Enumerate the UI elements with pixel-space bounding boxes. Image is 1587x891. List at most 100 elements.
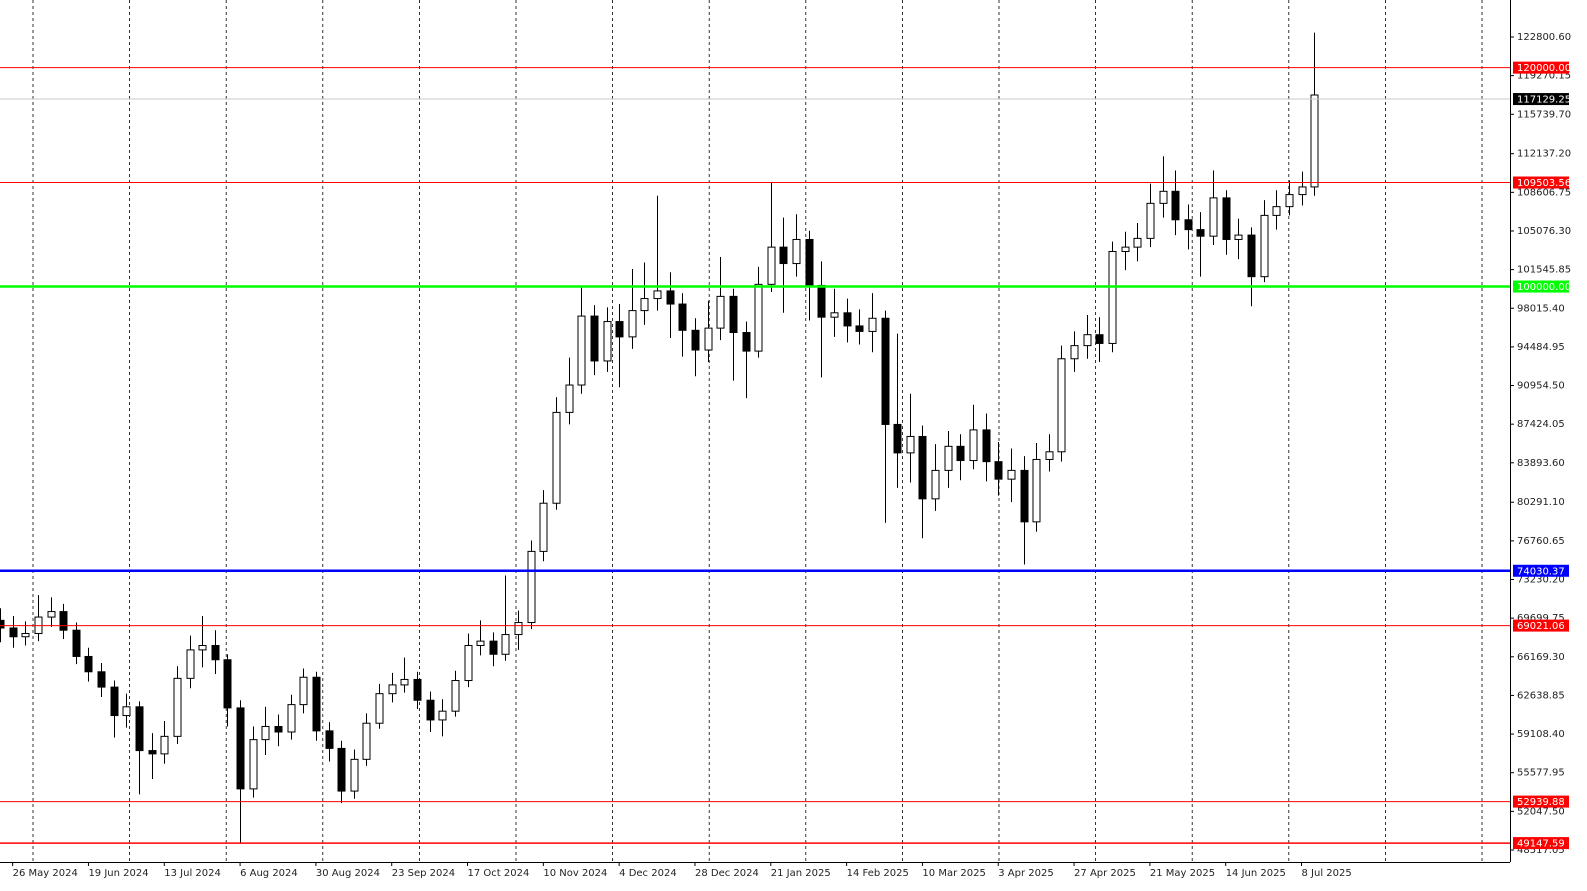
level-label: 69021.06 xyxy=(1517,621,1565,632)
candle-body xyxy=(855,325,864,332)
y-tick-label: 52047.50 xyxy=(1517,806,1565,817)
x-tick-label: 8 Jul 2025 xyxy=(1302,868,1352,879)
level-label-box xyxy=(1513,837,1569,850)
candle-body xyxy=(84,655,93,673)
level-label-box xyxy=(1513,795,1569,808)
x-tick-label: 14 Jun 2025 xyxy=(1226,868,1286,879)
level-label: 49147.59 xyxy=(1517,839,1565,850)
candle-body xyxy=(375,693,384,724)
candle-body xyxy=(9,627,18,638)
candle-body xyxy=(603,321,612,362)
x-tick-label: 10 Mar 2025 xyxy=(922,868,985,879)
x-tick-label: 4 Dec 2024 xyxy=(619,868,677,879)
candle-body xyxy=(1133,237,1142,248)
y-tick-label: 83893.60 xyxy=(1517,458,1565,469)
level-label-box xyxy=(1513,61,1569,74)
candle-body xyxy=(653,290,662,300)
candle-body xyxy=(489,640,498,655)
candle-body xyxy=(1095,334,1104,344)
candle-body xyxy=(539,502,548,552)
candle-body xyxy=(236,707,245,790)
x-tick-label: 10 Nov 2024 xyxy=(543,868,607,879)
x-tick-label: 21 May 2025 xyxy=(1150,868,1215,879)
candle-body xyxy=(1272,206,1281,216)
candle-body xyxy=(1108,251,1117,344)
candle-body xyxy=(261,726,270,741)
candle-body xyxy=(666,290,675,305)
level-label: 109503.56 xyxy=(1517,178,1571,189)
level-label: 117129.25 xyxy=(1517,95,1571,106)
candle-body xyxy=(1045,451,1054,460)
candle-body xyxy=(754,283,763,352)
y-tick-label: 66169.30 xyxy=(1517,652,1565,663)
candle-body xyxy=(186,649,195,679)
y-tick-label: 73230.20 xyxy=(1517,575,1565,586)
y-tick-label: 62638.85 xyxy=(1517,690,1565,701)
candle-body xyxy=(590,315,599,362)
candle-body xyxy=(413,678,422,701)
y-tick-label: 69699.75 xyxy=(1517,613,1565,624)
candle-body xyxy=(843,312,852,327)
candle-body xyxy=(742,331,751,352)
level-label-box xyxy=(1513,176,1569,189)
candle-body xyxy=(982,429,991,463)
candle-body xyxy=(527,550,536,624)
level-label: 100000.00 xyxy=(1517,282,1571,293)
candle-body xyxy=(1247,234,1256,278)
candle-body xyxy=(1196,229,1205,237)
candle-body xyxy=(59,611,68,631)
candle-body xyxy=(994,461,1003,480)
candle-body xyxy=(47,611,56,618)
candle-body xyxy=(325,730,334,749)
candle-body xyxy=(956,445,965,462)
candle-body xyxy=(173,677,182,737)
candle-body xyxy=(337,747,346,792)
candle-body xyxy=(388,684,397,695)
y-tick-label: 90954.50 xyxy=(1517,381,1565,392)
candle-body xyxy=(160,735,169,755)
candle-body xyxy=(1007,469,1016,480)
candle-body xyxy=(1222,197,1231,240)
x-tick-label: 19 Jun 2024 xyxy=(88,868,148,879)
candle-body xyxy=(198,645,207,651)
candle-body xyxy=(223,659,232,709)
x-tick-label: 17 Oct 2024 xyxy=(468,868,530,879)
candle-body xyxy=(514,622,523,636)
candle-body xyxy=(464,645,473,682)
candle-body xyxy=(792,238,801,265)
candle-body xyxy=(299,676,308,706)
x-tick-label: 13 Jul 2024 xyxy=(164,868,221,879)
candle-body xyxy=(805,238,814,286)
level-label-box xyxy=(1513,280,1569,293)
y-tick-label: 87424.05 xyxy=(1517,419,1565,430)
candle-body xyxy=(287,704,296,733)
candle-body xyxy=(21,632,30,638)
candle-body xyxy=(122,706,131,717)
level-label: 120000.00 xyxy=(1517,63,1571,74)
candle-body xyxy=(1234,234,1243,240)
candle-body xyxy=(438,710,447,721)
x-tick-label: 27 Apr 2025 xyxy=(1074,868,1136,879)
candle-body xyxy=(881,317,890,425)
candle-body xyxy=(110,686,119,717)
candle-body xyxy=(72,629,81,657)
y-tick-label: 59108.40 xyxy=(1517,729,1565,740)
candle-body xyxy=(1184,219,1193,231)
candle-body xyxy=(1298,186,1307,196)
x-tick-label: 6 Aug 2024 xyxy=(240,868,298,879)
candle-body xyxy=(97,671,106,688)
y-tick-label: 105076.30 xyxy=(1517,226,1571,237)
candle-body xyxy=(830,312,839,318)
level-label: 74030.37 xyxy=(1517,566,1565,577)
candle-body xyxy=(969,429,978,462)
level-label: 52939.88 xyxy=(1517,797,1565,808)
candle-body xyxy=(729,295,738,333)
candle-body xyxy=(906,435,915,454)
candle-body xyxy=(249,739,258,790)
level-label-box xyxy=(1513,564,1569,577)
candle-body xyxy=(312,676,321,732)
y-tick-label: 119270.15 xyxy=(1517,71,1571,82)
candle-body xyxy=(640,298,649,312)
candle-body xyxy=(350,758,359,792)
